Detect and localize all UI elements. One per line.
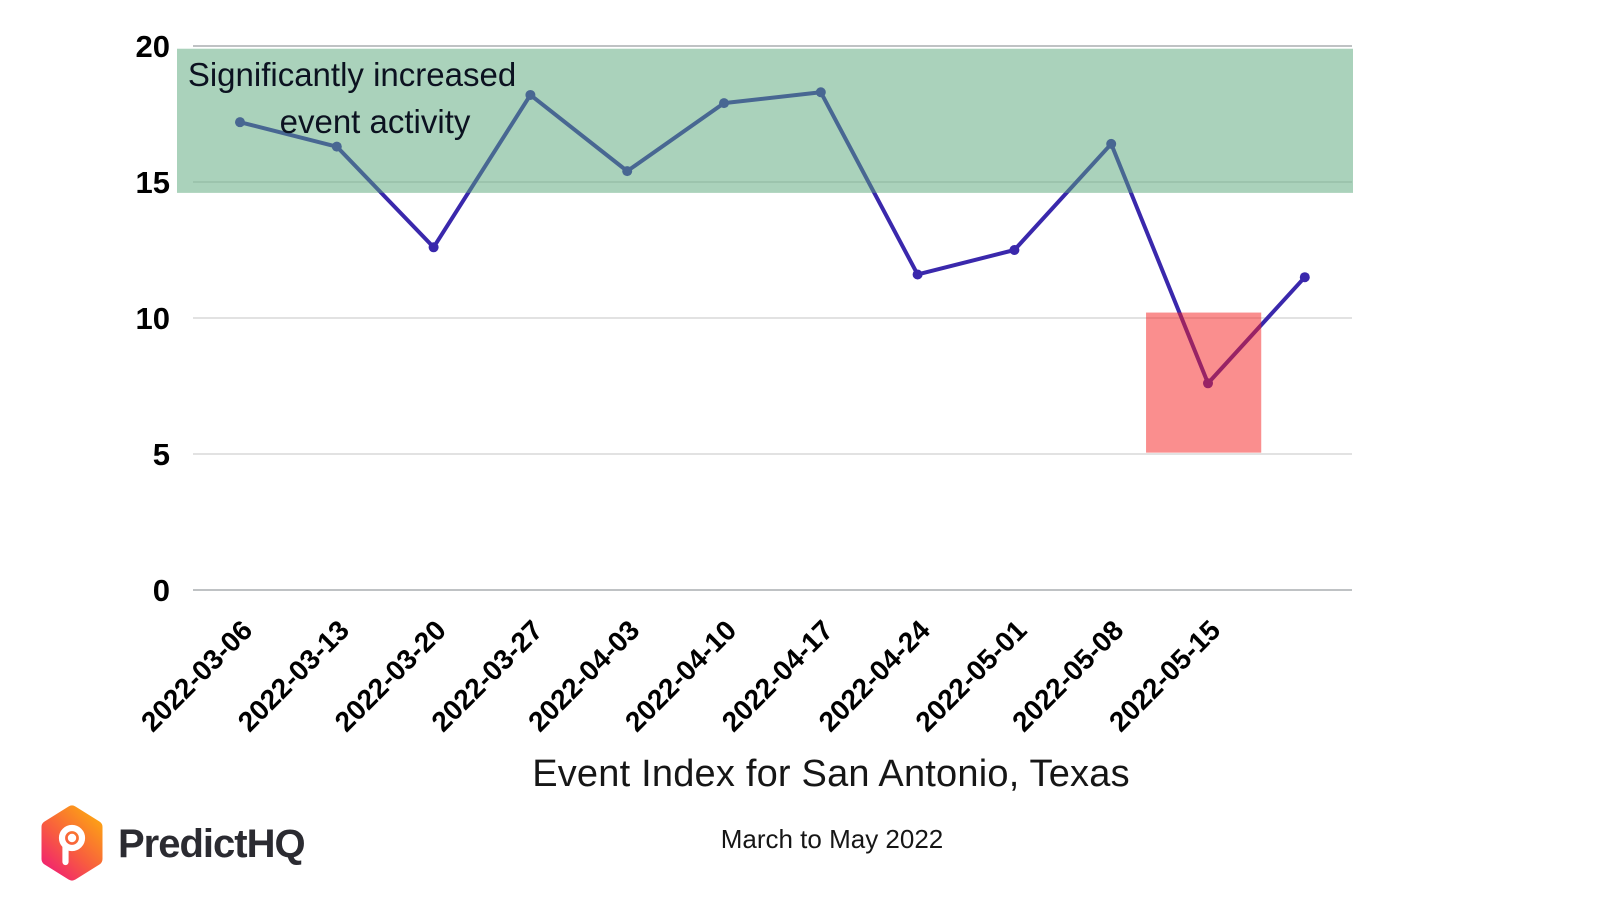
data-point xyxy=(912,269,923,280)
y-tick-label: 10 xyxy=(136,301,170,336)
logo-hexagon xyxy=(41,805,103,881)
chart-title: Event Index for San Antonio, Texas xyxy=(532,753,1130,795)
predicthq-logo: PredictHQ xyxy=(40,801,306,883)
band-annotation-line2: event activity xyxy=(280,103,471,140)
y-tick-label: 0 xyxy=(153,573,170,608)
data-point xyxy=(1299,272,1310,283)
decreased-activity-box xyxy=(1146,312,1262,453)
band-annotation-line1: Significantly increased xyxy=(188,56,516,93)
logo-pin-ring xyxy=(58,824,86,852)
predicthq-logo-icon xyxy=(41,805,103,881)
increased-activity-band xyxy=(177,48,1353,193)
y-tick-label: 20 xyxy=(136,29,170,64)
y-tick-label: 5 xyxy=(153,437,170,472)
data-point xyxy=(428,242,439,253)
y-tick-label: 15 xyxy=(136,165,170,200)
data-point xyxy=(1009,245,1020,255)
event-index-line-chart: 051015202022-03-062022-03-132022-03-2020… xyxy=(135,29,1353,738)
predicthq-logo-text: PredictHQ xyxy=(118,821,306,866)
logo-pin-dot xyxy=(67,833,77,843)
chart-subtitle: March to May 2022 xyxy=(720,824,944,854)
